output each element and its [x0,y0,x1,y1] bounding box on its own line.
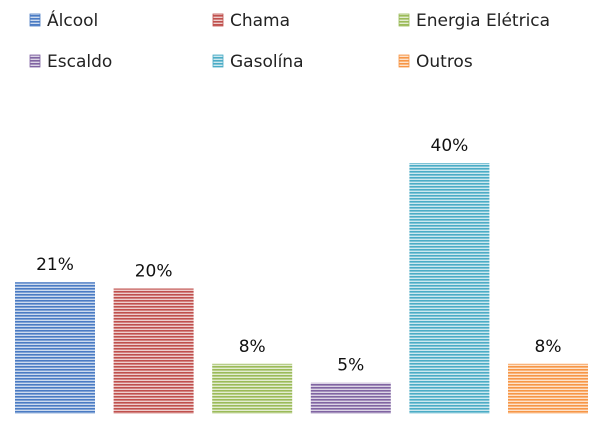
legend-swatch-energia-eletrica [398,13,410,27]
legend-label-energia-eletrica: Energia Elétrica [416,11,550,31]
data-label-gasolina: 40% [431,136,469,156]
data-label-outros: 8% [535,337,562,357]
legend-label-gasolina: Gasolína [230,52,304,72]
bar-outros [508,363,588,414]
data-label-alcool: 21% [36,255,74,275]
data-labels: 21% 20% 8% 5% 40% 8% [36,136,561,376]
bar-gasolina [409,163,490,414]
data-label-chama: 20% [135,262,173,282]
data-label-energia-eletrica: 8% [239,337,266,357]
legend-label-escaldo: Escaldo [47,52,112,72]
data-label-escaldo: 5% [337,356,364,376]
legend-label-outros: Outros [416,52,473,72]
legend-swatch-alcool [29,13,41,27]
legend-swatch-chama [212,13,224,27]
bar-chama [113,288,194,414]
bar-energia-eletrica [212,363,293,414]
bar-alcool [15,282,95,414]
legend-label-chama: Chama [230,11,290,31]
legend-swatch-gasolina [212,54,224,68]
bar-escaldo [310,382,391,414]
legend-swatch-escaldo [29,54,41,68]
legend-swatch-outros [398,54,410,68]
legend-label-alcool: Álcool [47,9,98,31]
legend: Álcool Chama Energia Elétrica Escaldo Gasolí… [29,9,550,72]
bars [15,163,588,414]
